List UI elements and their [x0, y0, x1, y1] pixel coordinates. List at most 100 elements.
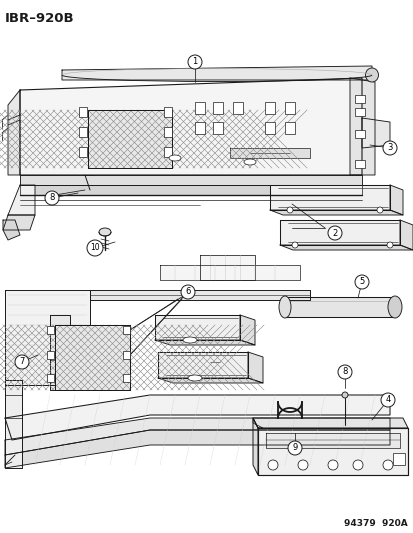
Polygon shape: [279, 245, 412, 250]
Bar: [47, 374, 54, 382]
Polygon shape: [158, 378, 262, 383]
Bar: [264, 122, 274, 134]
Polygon shape: [252, 418, 262, 428]
Circle shape: [380, 393, 394, 407]
Circle shape: [382, 460, 392, 470]
Text: 9: 9: [292, 443, 297, 453]
Circle shape: [297, 460, 307, 470]
Circle shape: [337, 365, 351, 379]
Ellipse shape: [365, 68, 377, 82]
Polygon shape: [240, 315, 254, 345]
Circle shape: [341, 392, 347, 398]
Circle shape: [352, 460, 362, 470]
Text: 5: 5: [358, 278, 364, 287]
Bar: [79, 147, 87, 157]
Bar: [79, 107, 87, 117]
Circle shape: [327, 226, 341, 240]
Polygon shape: [8, 185, 35, 215]
Bar: [123, 351, 130, 359]
Bar: [354, 160, 364, 168]
Text: 6: 6: [185, 287, 190, 296]
Polygon shape: [389, 185, 402, 215]
Bar: [233, 102, 242, 114]
Text: 4: 4: [385, 395, 390, 405]
Polygon shape: [199, 255, 254, 280]
Bar: [284, 102, 294, 114]
Polygon shape: [90, 290, 309, 300]
Bar: [47, 326, 54, 334]
Circle shape: [286, 207, 292, 213]
Polygon shape: [5, 430, 389, 468]
Polygon shape: [20, 78, 361, 175]
Bar: [164, 107, 171, 117]
Bar: [284, 122, 294, 134]
Circle shape: [327, 460, 337, 470]
Text: 10: 10: [90, 244, 100, 253]
Bar: [47, 351, 54, 359]
Bar: [212, 102, 223, 114]
Polygon shape: [399, 220, 412, 250]
Ellipse shape: [169, 155, 180, 161]
Circle shape: [15, 355, 29, 369]
Bar: [392, 453, 404, 465]
Polygon shape: [279, 220, 399, 245]
Text: 1: 1: [192, 58, 197, 67]
Polygon shape: [257, 428, 407, 475]
Ellipse shape: [99, 228, 111, 236]
Polygon shape: [230, 148, 309, 158]
Circle shape: [382, 141, 396, 155]
Circle shape: [386, 242, 392, 248]
Polygon shape: [158, 352, 247, 378]
Circle shape: [188, 55, 202, 69]
Bar: [55, 325, 130, 390]
Circle shape: [87, 240, 103, 256]
Text: 94379  920A: 94379 920A: [344, 519, 407, 528]
Polygon shape: [269, 210, 402, 215]
Polygon shape: [154, 315, 240, 340]
Ellipse shape: [278, 296, 290, 318]
Polygon shape: [5, 395, 389, 440]
Polygon shape: [20, 185, 361, 195]
Bar: [212, 122, 223, 134]
Bar: [79, 127, 87, 137]
Text: 8: 8: [49, 193, 55, 203]
Circle shape: [180, 285, 195, 299]
Bar: [123, 374, 130, 382]
Bar: [264, 102, 274, 114]
Circle shape: [287, 441, 301, 455]
Polygon shape: [159, 265, 299, 280]
Polygon shape: [361, 118, 389, 148]
Text: 7: 7: [19, 358, 25, 367]
Ellipse shape: [188, 375, 202, 381]
Ellipse shape: [387, 296, 401, 318]
Text: 3: 3: [387, 143, 392, 152]
Polygon shape: [62, 66, 371, 80]
Polygon shape: [20, 175, 361, 185]
Polygon shape: [5, 380, 22, 468]
Text: 2: 2: [332, 229, 337, 238]
Polygon shape: [252, 418, 407, 428]
Polygon shape: [154, 340, 254, 345]
Circle shape: [45, 191, 59, 205]
Circle shape: [267, 460, 277, 470]
Text: IBR–920B: IBR–920B: [5, 12, 74, 25]
Polygon shape: [284, 297, 394, 317]
Bar: [354, 95, 364, 103]
Text: 8: 8: [342, 367, 347, 376]
Polygon shape: [5, 418, 389, 455]
Bar: [123, 326, 130, 334]
Polygon shape: [3, 220, 20, 240]
Polygon shape: [252, 418, 257, 475]
Ellipse shape: [183, 337, 197, 343]
Bar: [195, 122, 204, 134]
Bar: [164, 127, 171, 137]
Bar: [164, 147, 171, 157]
Bar: [88, 110, 171, 168]
Polygon shape: [266, 433, 399, 448]
Circle shape: [354, 275, 368, 289]
Bar: [88, 110, 171, 168]
Bar: [55, 325, 130, 390]
Ellipse shape: [243, 159, 255, 165]
Bar: [354, 130, 364, 138]
Bar: [195, 102, 204, 114]
